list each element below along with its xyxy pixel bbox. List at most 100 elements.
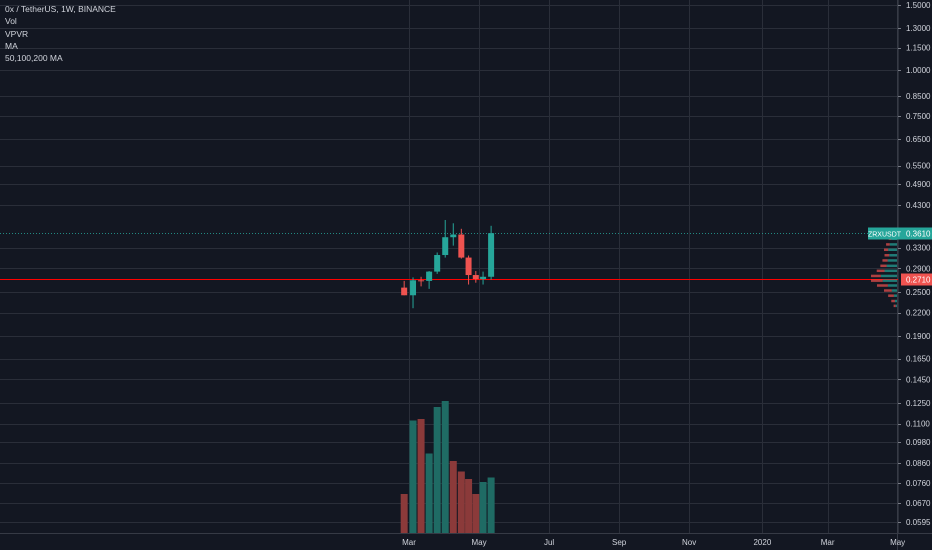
price-tick-label: 0.0670 (906, 499, 931, 508)
price-tick-label: 1.5000 (906, 1, 931, 10)
price-tick-label: 0.0595 (906, 518, 931, 527)
price-tick-label: 0.4900 (906, 180, 931, 189)
candle-body (465, 257, 472, 276)
candle-body (434, 255, 441, 272)
candle (426, 271, 433, 289)
vpvr-row-down (891, 299, 895, 303)
time-tick-label: Mar (821, 538, 835, 547)
vpvr-row-down (893, 304, 896, 308)
price-tick-label: 0.7500 (906, 112, 931, 121)
candle (480, 271, 487, 285)
vpvr-row-down (871, 279, 883, 282)
vpvr-row-down (886, 243, 890, 246)
candle (442, 219, 449, 258)
candle-body (418, 280, 425, 282)
candle (488, 225, 495, 280)
symbol-header[interactable]: 0x / TetherUS, 1W, BINANCE (5, 4, 116, 14)
price-tick-label: 0.5500 (906, 162, 931, 171)
vpvr-histogram (871, 232, 897, 308)
indicator-ma[interactable]: MA (5, 40, 18, 51)
vpvr-row-up (889, 243, 897, 246)
price-tick-label: 0.4300 (906, 201, 931, 210)
price-tick-label: 1.0000 (906, 66, 931, 75)
vpvr-row-down (884, 254, 890, 257)
candle (472, 271, 479, 283)
volume-bars (400, 401, 495, 533)
price-axis-labels: 0.0595 0.0670 0.0760 0.0860 0.0980 0.1100 0.12… (898, 1, 931, 527)
symbol-tag-background (868, 227, 901, 240)
volume-bar (487, 477, 495, 533)
volume-bar (417, 419, 425, 533)
volume-bar (449, 461, 457, 533)
price-tick-label: 0.8500 (906, 92, 931, 101)
vpvr-row-down (884, 289, 892, 292)
volume-bar (433, 407, 441, 533)
candle-body (472, 275, 479, 280)
time-tick-label: May (471, 538, 486, 547)
candle (401, 280, 408, 296)
candle-body (442, 237, 449, 256)
vpvr-row-up (887, 259, 897, 262)
price-tick-label: 0.0980 (906, 438, 931, 447)
vpvr-row-up (882, 279, 897, 282)
vpvr-row-up (887, 284, 897, 287)
last-price-tag-background (901, 227, 932, 240)
price-tick-label: 1.3000 (906, 24, 931, 33)
candle-body (426, 271, 433, 281)
vpvr-row-up (880, 274, 897, 278)
time-tick-label: 2020 (753, 538, 771, 547)
candle (450, 223, 457, 246)
symbol-tag-text: ZRXUSDT (868, 232, 902, 239)
vpvr-row-up (888, 248, 897, 252)
volume-bar (425, 453, 433, 533)
price-line-label: 0.2710 (901, 273, 932, 286)
volume-bar (472, 494, 480, 533)
price-tick-label: 0.1900 (906, 332, 931, 341)
vpvr-row-up (893, 294, 897, 297)
vpvr-row-up (884, 269, 897, 273)
vpvr-row-up (894, 299, 897, 303)
indicator-ma-lengths[interactable]: 50,100,200 MA (5, 53, 63, 64)
vpvr-row-down (882, 259, 888, 262)
price-line-tag-text: 0.2710 (906, 276, 931, 285)
time-tick-label: Sep (612, 538, 627, 547)
vpvr-row-up (895, 304, 897, 308)
grid (0, 0, 899, 533)
price-tick-label: 0.1450 (906, 375, 931, 384)
indicator-vol[interactable]: Vol (5, 16, 17, 27)
price-tick-label: 0.1650 (906, 355, 931, 364)
candles (401, 219, 495, 309)
price-tick-label: 0.1100 (906, 420, 930, 429)
volume-bar (441, 401, 449, 533)
price-tick-label: 0.2900 (906, 264, 931, 273)
volume-bar (409, 420, 417, 533)
volume-bar (400, 494, 408, 533)
vpvr-row-up (889, 254, 897, 257)
chart-legend: 0x / TetherUS, 1W, BINANCE Vol VPVR MA 5… (5, 3, 116, 64)
candle-body (480, 276, 487, 280)
vpvr-row-down (876, 284, 888, 287)
vpvr-row-down (880, 264, 887, 268)
price-tick-label: 0.2200 (906, 309, 931, 318)
volume-bar (457, 471, 465, 533)
time-tick-label: Nov (682, 538, 696, 547)
vpvr-row-down (884, 248, 889, 252)
volume-bar (479, 482, 487, 533)
indicator-vpvr[interactable]: VPVR (5, 28, 29, 39)
vpvr-row-down (888, 294, 894, 297)
volume-bar (465, 479, 473, 533)
candle (465, 255, 472, 285)
price-tick-label: 0.6500 (906, 135, 931, 144)
last-price-label: ZRXUSDT 0.3610 (868, 227, 932, 240)
price-tick-label: 0.2500 (906, 288, 931, 297)
candle-body (401, 287, 408, 296)
price-tick-label: 0.3300 (906, 244, 931, 253)
time-tick-label: Jul (544, 538, 554, 547)
vpvr-row-down (876, 269, 885, 273)
price-line-tag-background (901, 273, 932, 286)
time-tick-label: May (890, 538, 905, 547)
candle (410, 277, 417, 309)
candle-body (410, 280, 417, 296)
